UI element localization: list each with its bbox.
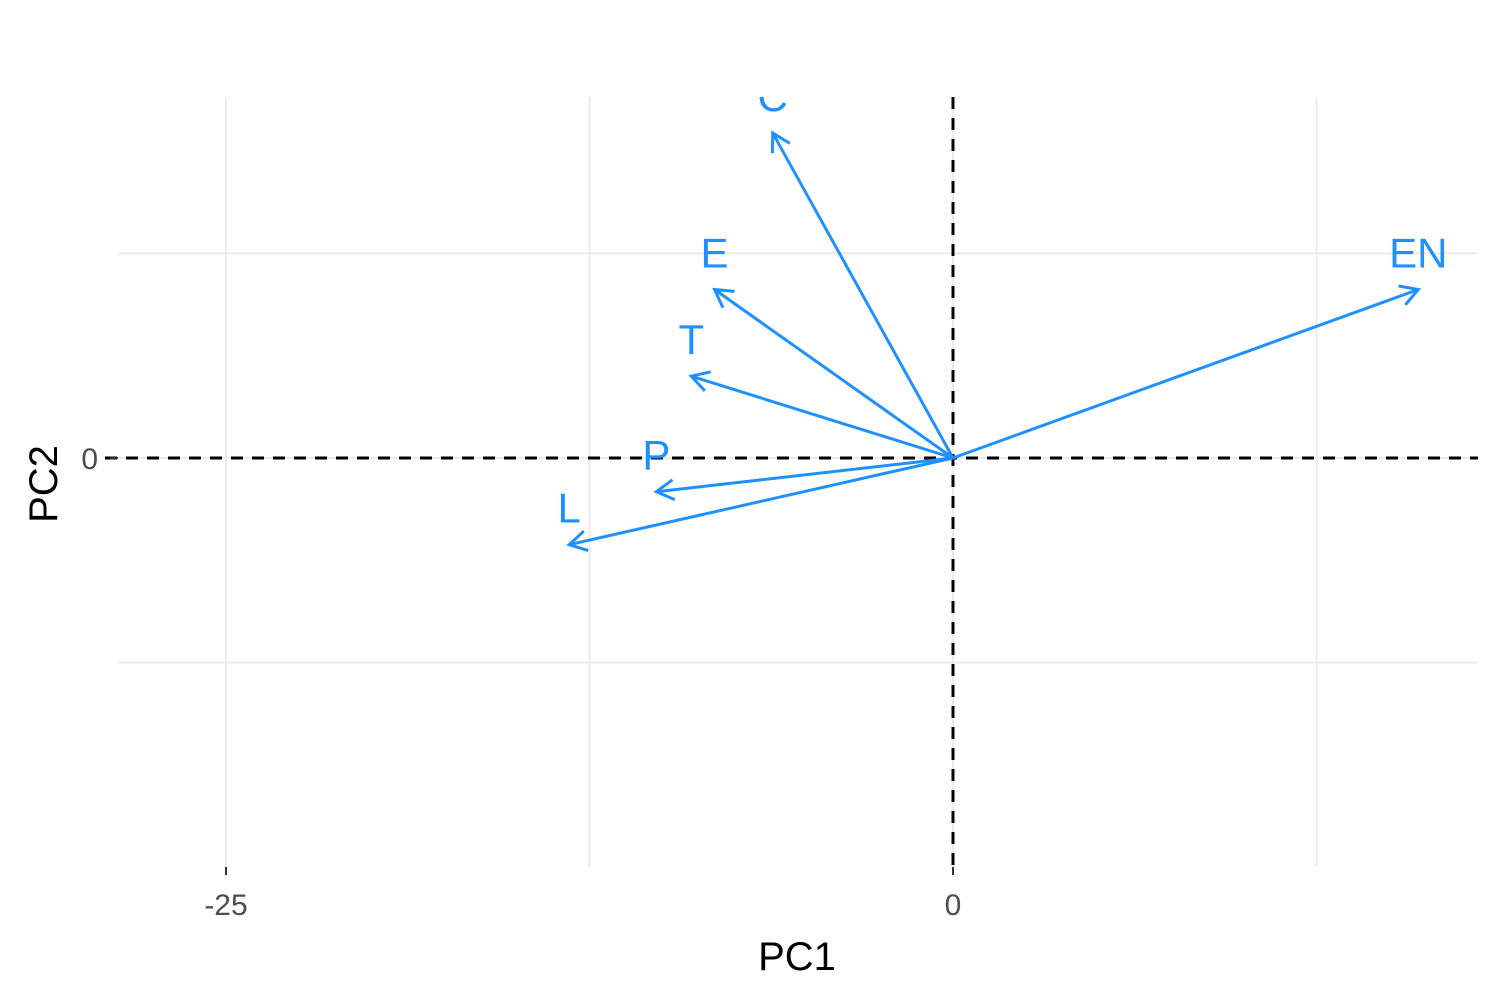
vector-arrow-t xyxy=(690,374,954,460)
x-tick-label: -25 xyxy=(204,889,247,922)
x-tick-label: 0 xyxy=(945,889,962,922)
x-axis-title: PC1 xyxy=(758,935,836,979)
vector-arrowhead-e xyxy=(712,287,735,309)
vector-label-c: C xyxy=(758,73,788,120)
vector-arrow-e xyxy=(713,288,954,460)
vector-arrow-l xyxy=(568,456,954,547)
axis-ticks: -25 0 0 xyxy=(81,443,961,922)
vector-labels: C ET P L EN xyxy=(557,73,1447,532)
vector-arrow-p xyxy=(656,456,954,494)
y-axis-title: PC2 xyxy=(22,445,66,523)
vector-arrowhead-t xyxy=(688,370,712,392)
y-tick-label: 0 xyxy=(81,443,98,476)
vector-label-l: L xyxy=(557,485,580,532)
vector-arrow-c xyxy=(771,132,955,459)
loading-vectors xyxy=(566,130,1422,553)
vector-arrow-en xyxy=(952,288,1419,460)
reference-lines xyxy=(105,97,1478,867)
vector-label-en: EN xyxy=(1389,230,1447,277)
vector-label-t: T xyxy=(678,316,704,363)
vector-arrowhead-p xyxy=(653,478,676,502)
vector-arrowhead-en xyxy=(1398,284,1422,306)
vector-label-p: P xyxy=(642,432,670,479)
grid-layer xyxy=(118,97,1478,867)
vector-label-e: E xyxy=(701,230,729,277)
vector-arrowhead-c xyxy=(770,130,791,154)
vector-arrowhead-l xyxy=(566,529,589,553)
